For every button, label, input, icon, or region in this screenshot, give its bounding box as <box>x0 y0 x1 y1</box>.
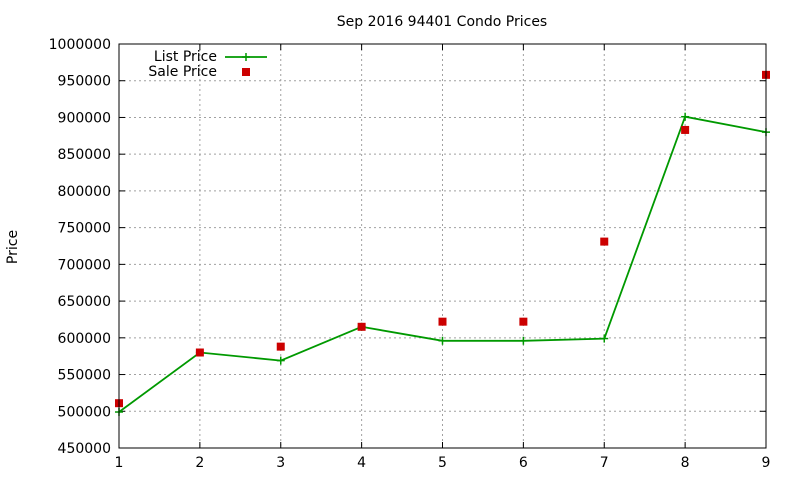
x-tick-label: 1 <box>115 455 124 471</box>
sale-price-point <box>357 322 366 331</box>
y-tick-label: 950000 <box>58 74 111 90</box>
x-tick-label: 8 <box>681 455 690 471</box>
legend-label-list-price: List Price <box>154 49 217 65</box>
y-tick-label: 450000 <box>58 441 111 457</box>
x-tick-label: 2 <box>195 455 204 471</box>
legend-label-sale-price: Sale Price <box>148 64 217 80</box>
sale-price-point <box>438 317 447 326</box>
x-tick-label: 9 <box>762 455 771 471</box>
legend-swatch-sale-price <box>242 68 250 76</box>
y-tick-label: 1000000 <box>49 37 111 53</box>
sale-price-point <box>276 342 285 351</box>
list-price-point <box>438 336 447 345</box>
y-tick-label: 700000 <box>58 257 111 273</box>
y-tick-label: 850000 <box>58 147 111 163</box>
sale-price-point <box>195 348 204 357</box>
list-price-point <box>681 112 690 121</box>
plot-frame <box>118 43 767 449</box>
y-tick-label: 800000 <box>58 184 111 200</box>
y-tick-label: 650000 <box>58 294 111 310</box>
sale-price-point <box>600 237 609 246</box>
y-tick-label: 900000 <box>58 110 111 126</box>
x-tick-label: 4 <box>357 455 366 471</box>
list-price-point <box>519 336 528 345</box>
x-tick-label: 3 <box>276 455 285 471</box>
list-price-point <box>276 356 285 365</box>
chart-title: Sep 2016 94401 Condo Prices <box>337 14 547 30</box>
sale-price-point <box>681 125 690 134</box>
x-tick-label: 7 <box>600 455 609 471</box>
y-axis-label: Price <box>5 230 21 264</box>
y-tick-label: 550000 <box>58 368 111 384</box>
x-tick-label: 6 <box>519 455 528 471</box>
y-tick-label: 750000 <box>58 221 111 237</box>
grid <box>119 44 766 448</box>
y-tick-label: 600000 <box>58 331 111 347</box>
y-tick-label: 500000 <box>58 404 111 420</box>
sale-price-point <box>519 317 528 326</box>
list-price-point <box>600 334 609 343</box>
axis-ticks: 450000 500000 550000 600000 650000 700000 7500… <box>49 37 771 471</box>
x-tick-label: 5 <box>438 455 447 471</box>
